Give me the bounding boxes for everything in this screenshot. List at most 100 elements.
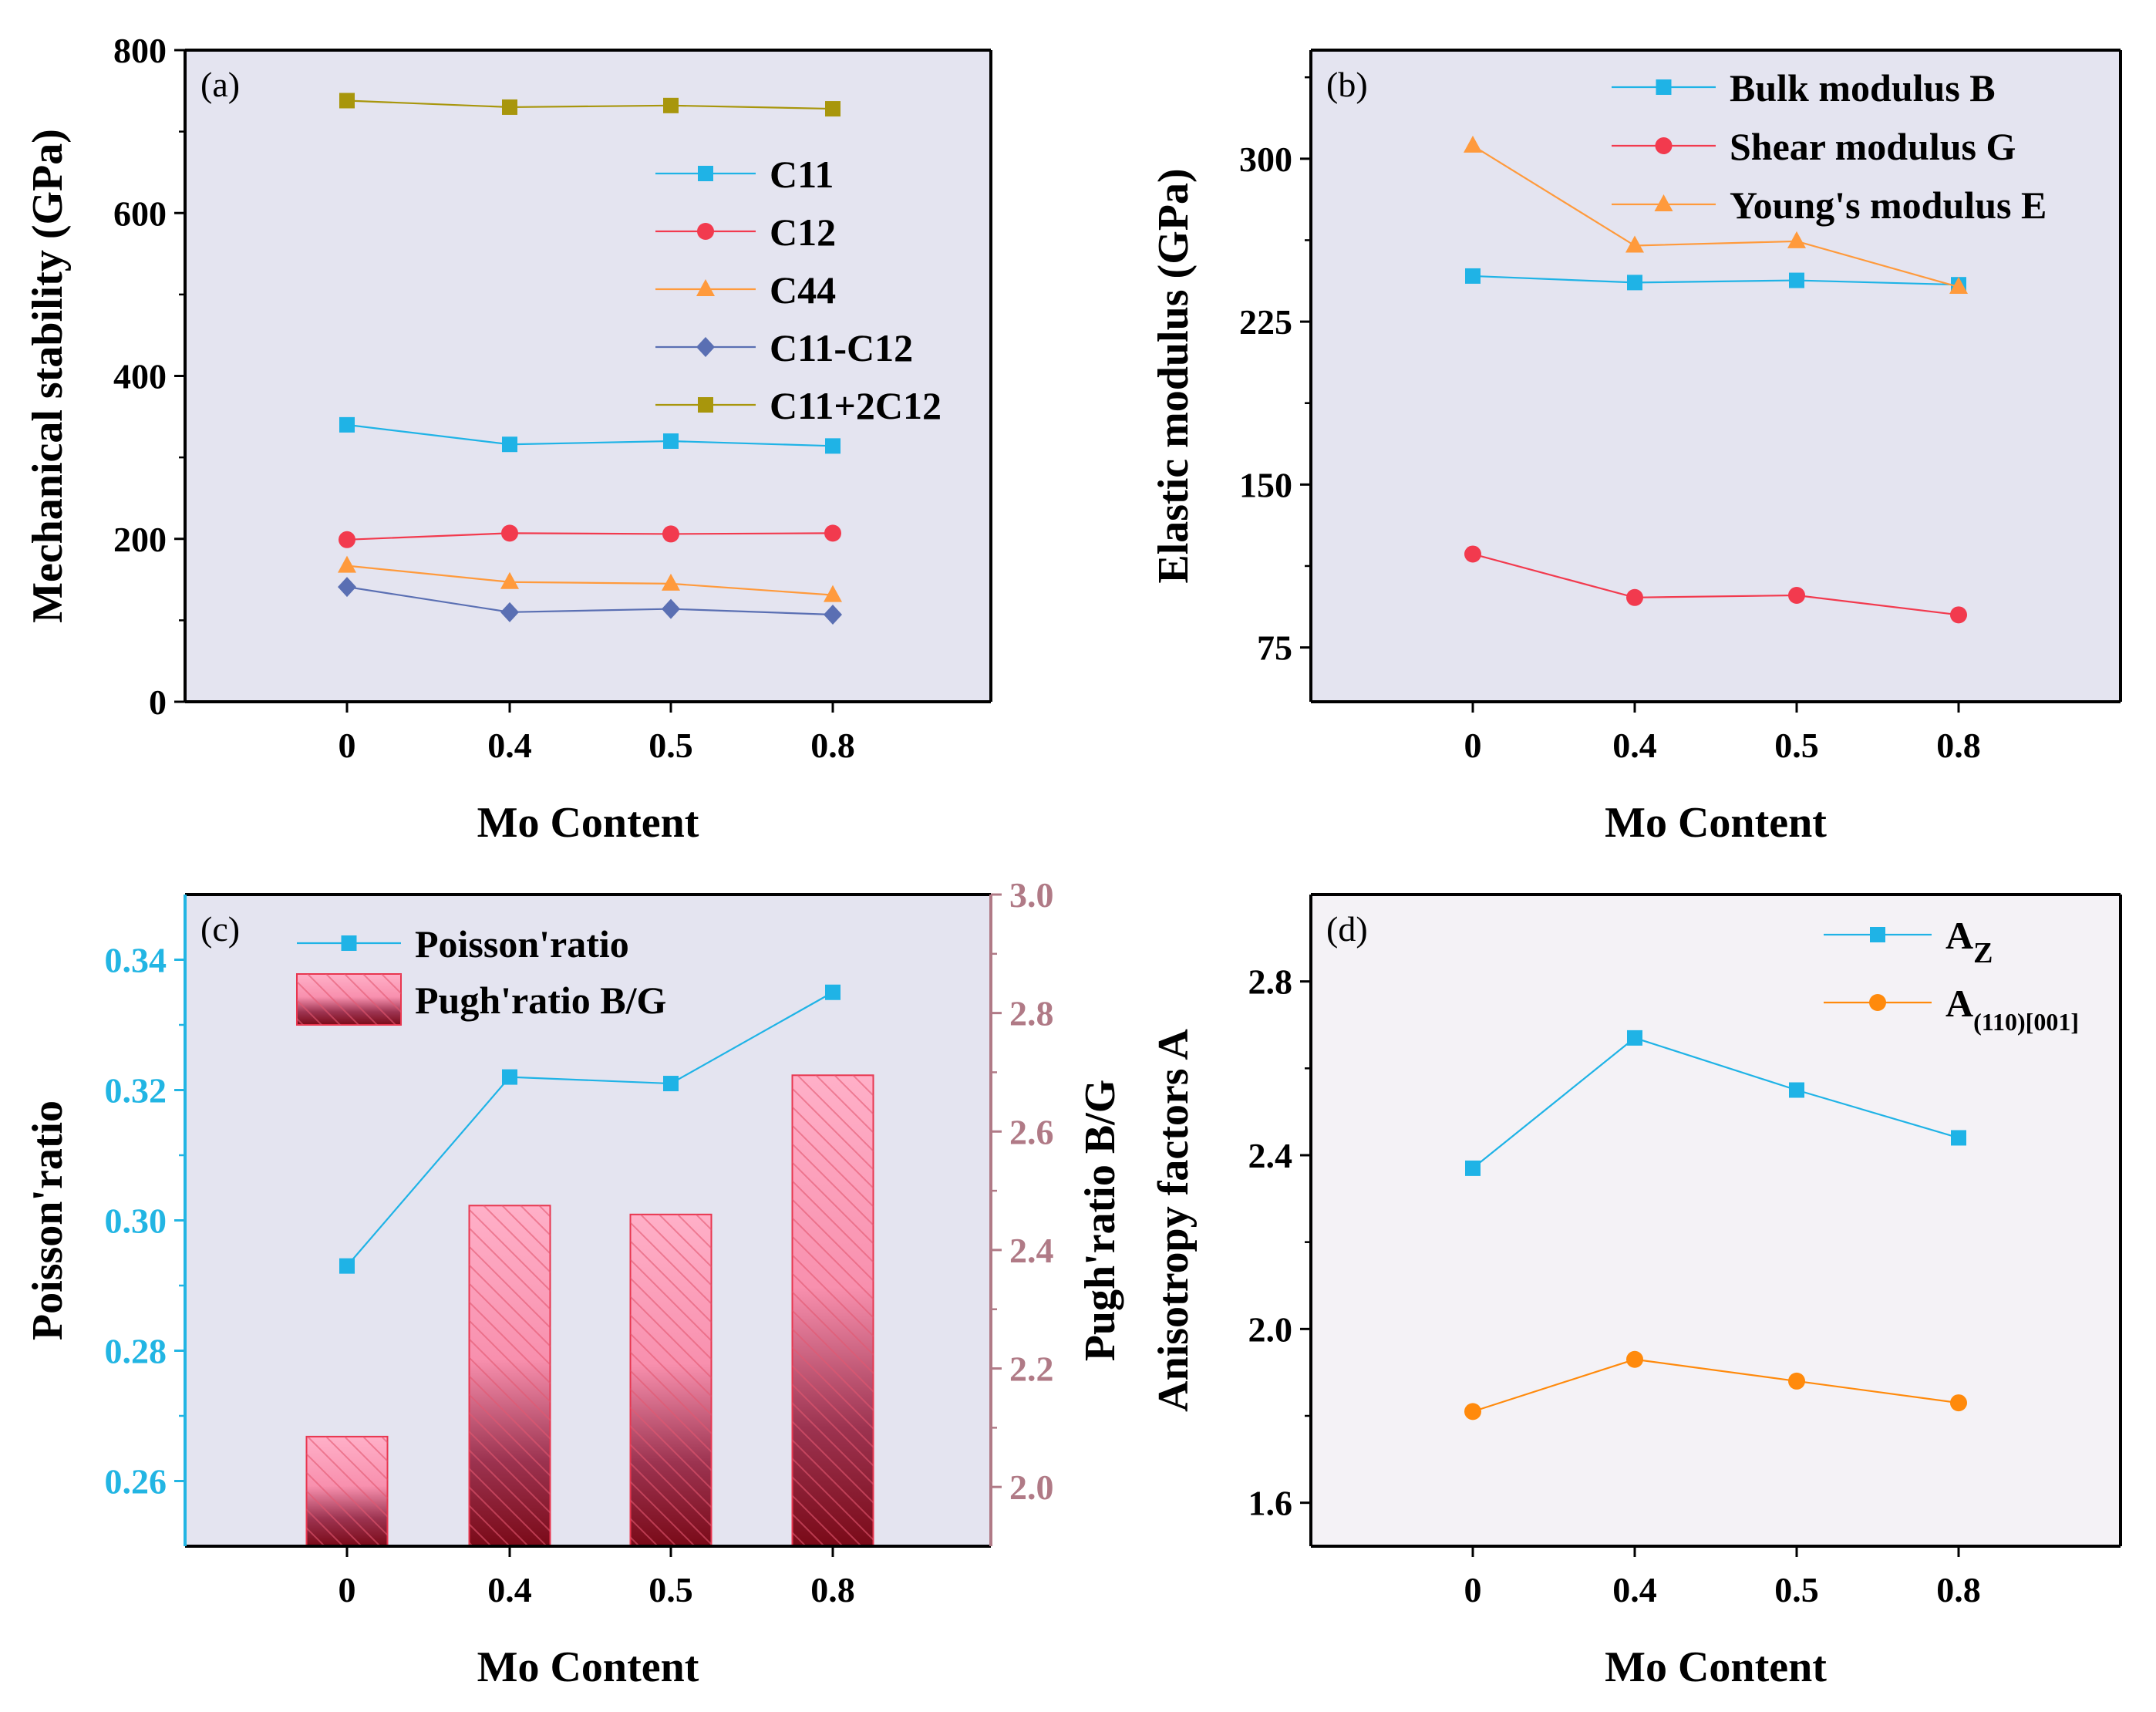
y-tick-label: 0.30: [105, 1201, 167, 1241]
data-point-C12-0.8: [824, 524, 841, 542]
x-tick-label: 0.4: [487, 726, 532, 765]
x-tick-label: 0.5: [648, 1570, 693, 1609]
y-tick-label: 150: [1239, 465, 1292, 504]
legend-label: Young's modulus E: [1730, 184, 2047, 227]
data-point-C11+2C12-0.8: [825, 101, 841, 117]
data-point-Young's modulus E-0.5: [1787, 231, 1806, 248]
series-line-Young's modulus E: [1472, 144, 1959, 288]
data-point-Poisson'ratio-0.5: [663, 1076, 679, 1092]
legend: Poisson'ratio Pugh'ratio B/G: [296, 922, 666, 1026]
panel-label: (c): [200, 909, 240, 949]
series-line-C11+2C12: [346, 99, 834, 110]
y2-tick-label: 2.8: [1009, 994, 1054, 1033]
x-tick-label: 0.4: [1612, 1570, 1657, 1609]
bar-hatch: [306, 1436, 388, 1546]
legend-marker: [696, 337, 715, 357]
panel-label: (a): [200, 65, 240, 104]
legend-marker: [698, 166, 713, 181]
y2-tick-label: 2.6: [1009, 1112, 1054, 1151]
legend-label: Bulk modulus B: [1730, 66, 1996, 110]
x-tick-label: 0.8: [810, 1570, 855, 1609]
legend: Bulk modulus B Shear modulus G Young's mod…: [1612, 66, 2047, 227]
data-point-C11-C12-0.8: [824, 604, 842, 625]
y-tick-label: 0.32: [105, 1071, 167, 1110]
data-point-C11+2C12-0: [339, 93, 355, 109]
series-line-Shear modulus G: [1472, 553, 1959, 616]
y2-tick-label: 2.4: [1009, 1231, 1054, 1270]
legend-marker: [697, 223, 714, 240]
legend-marker: [1656, 79, 1672, 95]
plot-area: [1311, 895, 2121, 1546]
y2-tick-label: 3.0: [1009, 875, 1054, 915]
plot-area: [1311, 50, 2121, 702]
series-line-C44: [346, 564, 834, 596]
panel-a: 0 200 400 600 800 0 0.4 0.5 0.8 Mo Content Mechani…: [24, 31, 992, 847]
series-line-Poisson'ratio: [346, 991, 834, 1267]
y-tick-label: 800: [113, 31, 167, 70]
data-point-Shear modulus G-0.8: [1950, 606, 1967, 624]
data-point-Shear modulus G-0.4: [1626, 588, 1643, 606]
x-tick-label: 0: [1464, 1570, 1482, 1609]
legend-marker: [341, 935, 357, 951]
data-point-C12-0: [339, 531, 355, 548]
x-tick-label: 0.4: [1612, 726, 1657, 765]
y-tick-label: 0.34: [105, 941, 167, 980]
legend-label: Pugh'ratio B/G: [415, 979, 666, 1022]
y-tick-label: 2.4: [1248, 1136, 1293, 1175]
series-line-A: [1472, 1036, 1959, 1169]
legend-marker: [1870, 927, 1885, 942]
plot-area: [185, 50, 991, 702]
data-point-C11+2C12-0.4: [502, 99, 517, 115]
bar-hatch: [469, 1205, 551, 1546]
y-tick-label: 75: [1257, 629, 1292, 668]
series-line-A: [1472, 1358, 1959, 1413]
panel-b: 75 150 225 300 0 0.4 0.5 0.8 Mo Content Elastic m…: [1150, 49, 2122, 847]
legend-marker: [698, 397, 713, 413]
data-point-Bulk modulus B-0.5: [1789, 272, 1804, 288]
data-point-A-0: [1464, 1403, 1481, 1420]
bar-hatch: [792, 1075, 874, 1546]
data-point-Shear modulus G-0.5: [1788, 586, 1805, 604]
y-tick-label: 0.26: [105, 1462, 167, 1501]
data-point-C11-0.4: [502, 436, 517, 453]
data-point-A-0.5: [1788, 1372, 1805, 1390]
legend-marker: [1654, 194, 1673, 211]
data-point-Shear modulus G-0: [1464, 545, 1481, 563]
legend-subscript: Z: [1973, 937, 1993, 969]
y-tick-label: 600: [113, 194, 167, 233]
data-point-Poisson'ratio-0.4: [502, 1069, 517, 1085]
y-axis-title: Anisotropy factors A: [1150, 1029, 1198, 1412]
y-tick-label: 400: [113, 357, 167, 396]
y-tick-label: 225: [1239, 302, 1292, 342]
x-axis-title: Mo Content: [477, 1643, 699, 1691]
data-point-A-0: [1465, 1160, 1481, 1176]
legend-label: C11+2C12: [770, 384, 942, 427]
x-tick-label: 0.5: [648, 726, 693, 765]
data-point-Young's modulus E-0: [1464, 135, 1482, 153]
x-tick-label: 0.5: [1774, 726, 1819, 765]
legend-label: C11: [770, 153, 834, 196]
panel-label: (d): [1326, 909, 1368, 949]
y-tick-label: 300: [1239, 140, 1292, 179]
data-point-C11-C12-0.5: [662, 598, 680, 619]
plot-root: 0 200 400 600 800 0 0.4 0.5 0.8 Mo Content Mechani…: [24, 31, 2122, 1691]
series-line-C11: [346, 423, 834, 447]
data-point-C12-0.4: [501, 524, 518, 542]
data-point-C44-0.4: [500, 571, 519, 589]
series-line-C12: [346, 532, 834, 541]
data-point-A-0.5: [1789, 1082, 1804, 1098]
data-point-Bulk modulus B-0: [1465, 268, 1481, 284]
panel-label: (b): [1326, 65, 1368, 104]
x-tick-label: 0: [1464, 726, 1482, 765]
data-point-C12-0.5: [662, 525, 679, 543]
data-point-Poisson'ratio-0.8: [825, 984, 841, 1000]
legend-marker: [696, 279, 715, 296]
x-axis-title: Mo Content: [1605, 1643, 1827, 1691]
legend-marker: [1655, 137, 1673, 154]
bar-hatch: [630, 1214, 712, 1546]
data-point-Poisson'ratio-0: [339, 1258, 355, 1274]
x-tick-label: 0.8: [810, 726, 855, 765]
data-point-A-0.4: [1626, 1350, 1643, 1368]
data-point-C11-0.5: [663, 433, 679, 449]
y-tick-label: 0: [149, 682, 167, 722]
